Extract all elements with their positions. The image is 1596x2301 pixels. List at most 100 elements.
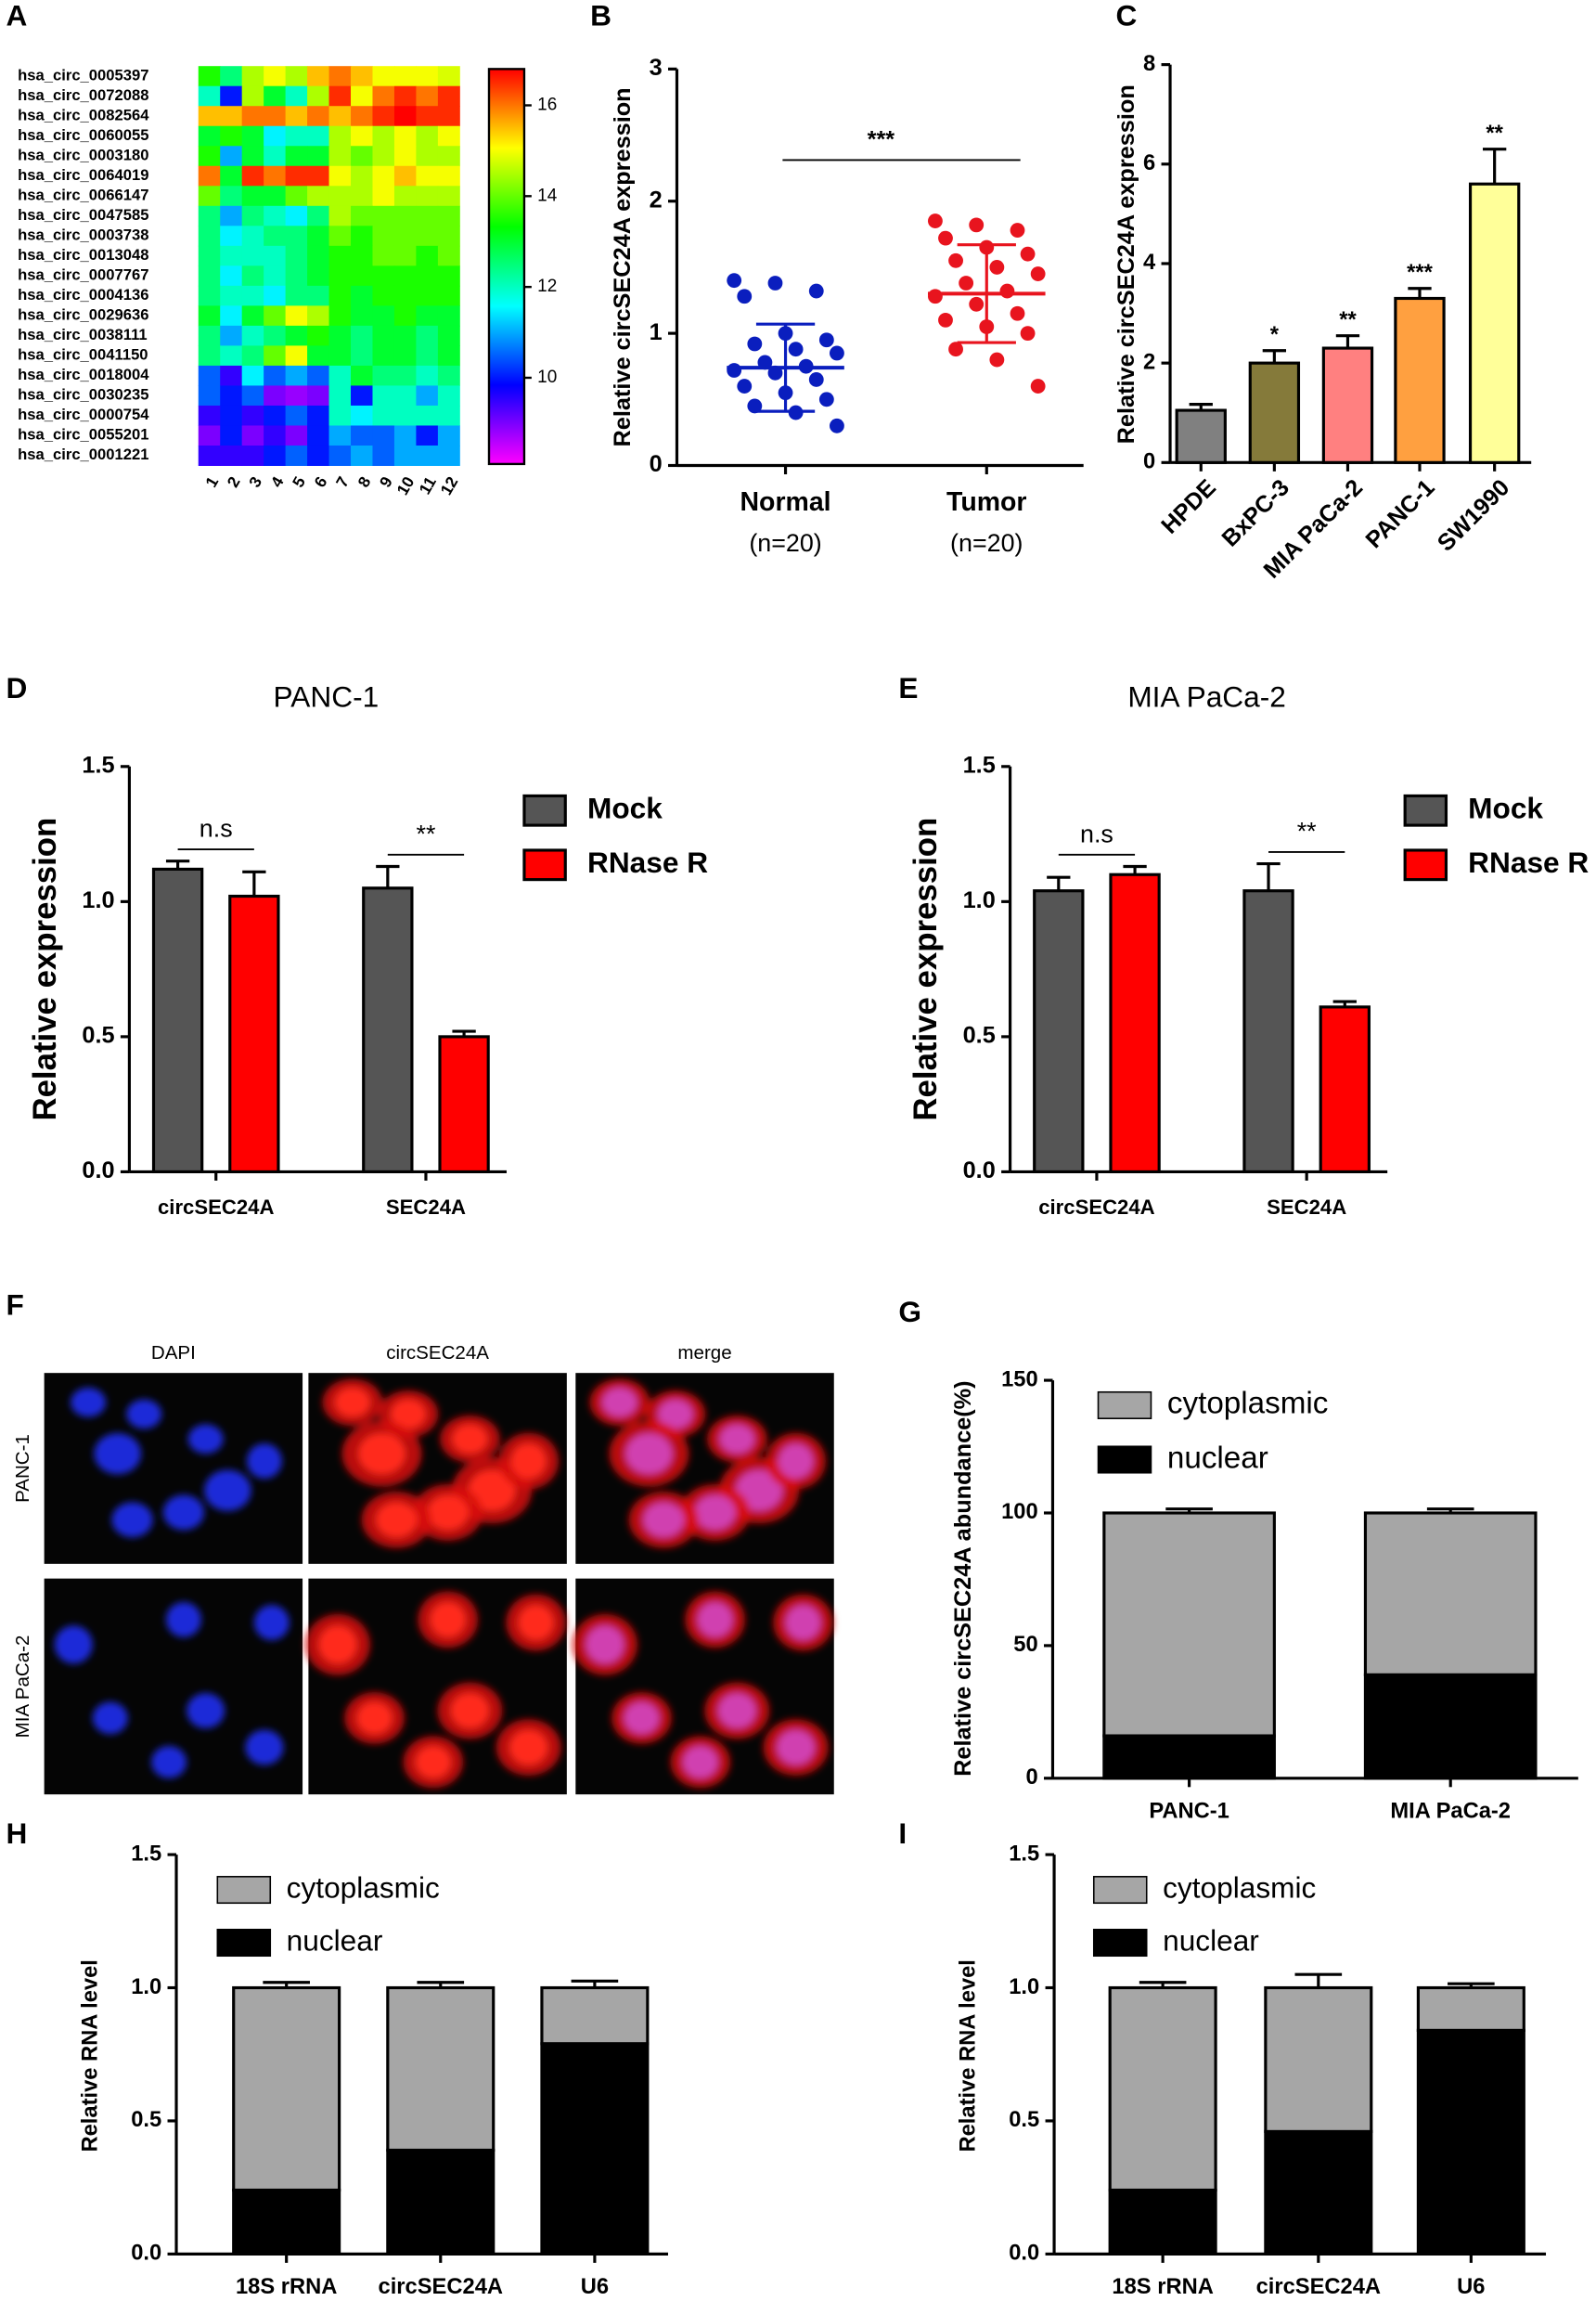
heatmap-cell <box>307 146 330 167</box>
heatmap-cell <box>198 245 221 266</box>
heatmap-cell <box>264 405 287 426</box>
bar <box>1248 361 1301 464</box>
heatmap-cell <box>437 186 460 207</box>
nucleus <box>126 1399 162 1429</box>
error-bar <box>1332 1000 1357 1007</box>
bar-segment <box>1102 1511 1276 1738</box>
row-label: hsa_circ_0038111 <box>18 326 147 343</box>
heatmap-cell <box>307 445 330 466</box>
bar <box>228 894 280 1174</box>
error-bar <box>1448 1982 1495 1988</box>
panel-letter: A <box>6 0 28 32</box>
heatmap-cell <box>220 245 243 266</box>
error-bar <box>165 860 190 870</box>
y-tick-label: 4 <box>1143 251 1156 275</box>
error-bar <box>571 1979 619 1988</box>
y-tick-label: 1.0 <box>1009 1975 1039 1999</box>
heatmap-cell <box>198 305 221 327</box>
heatmap-cell <box>264 325 287 346</box>
nucleus <box>415 1746 451 1778</box>
bar <box>1394 296 1446 464</box>
heatmap-cell <box>328 85 352 107</box>
data-point <box>818 392 834 407</box>
nucleus <box>187 1693 225 1729</box>
x-tick-label: 18S rRNA <box>236 2275 337 2299</box>
micrograph <box>308 1373 567 1564</box>
y-tick-label: 0.5 <box>131 2108 161 2132</box>
error-bar <box>242 870 266 897</box>
heatmap-cell <box>241 245 264 266</box>
heatmap-cell <box>220 365 243 386</box>
nucleus <box>657 1399 693 1429</box>
heatmap-cell <box>220 305 243 327</box>
heatmap-cell <box>437 325 460 346</box>
bar <box>1109 873 1161 1174</box>
panel-letter: G <box>898 1295 921 1328</box>
heatmap-cell <box>328 285 352 306</box>
data-point <box>1020 326 1036 342</box>
heatmap-cell <box>220 405 243 426</box>
heatmap-cell <box>198 205 221 226</box>
row-label: hsa_circ_0041150 <box>18 346 148 364</box>
heatmap-cell <box>307 106 330 127</box>
data-point <box>928 213 943 229</box>
heatmap-cell <box>393 265 417 287</box>
heatmap-cell <box>307 365 330 386</box>
heatmap-cell <box>351 245 373 266</box>
heatmap-cell <box>372 165 395 187</box>
data-point <box>737 379 753 394</box>
nucleus <box>509 1729 548 1765</box>
heatmap-cell <box>307 165 330 187</box>
panel-letter: H <box>6 1816 28 1850</box>
heatmap-cell <box>437 345 460 367</box>
heatmap-cell <box>198 85 221 107</box>
row-label: hsa_circ_0030235 <box>18 386 148 404</box>
y-tick-label: 3 <box>650 55 663 81</box>
data-point <box>727 363 742 378</box>
heatmap-cell <box>307 186 330 207</box>
panel-letter: E <box>898 671 918 705</box>
error-bar <box>1256 862 1281 891</box>
y-tick-label: 0 <box>650 451 663 477</box>
nucleus <box>358 1433 405 1475</box>
heatmap-cell <box>264 385 287 407</box>
heatmap-cell <box>351 106 373 127</box>
nucleus <box>356 1701 393 1735</box>
row-label: hsa_circ_0001221 <box>18 446 148 463</box>
x-tick-label: HPDE <box>1156 474 1221 539</box>
row-label: hsa_circ_0064019 <box>18 166 148 184</box>
heatmap-cell <box>264 305 287 327</box>
heatmap-cell <box>416 165 439 187</box>
heatmap-cell <box>416 445 439 466</box>
error-bar <box>1483 148 1507 185</box>
nucleus <box>735 1469 783 1511</box>
heatmap-cell <box>264 345 287 367</box>
heatmap-cell <box>241 405 264 426</box>
nucleus <box>778 1443 814 1480</box>
data-point <box>938 230 953 246</box>
data-point <box>928 289 943 304</box>
heatmap-cell <box>198 66 221 87</box>
heatmap-cell <box>285 106 308 127</box>
heatmap-cell <box>393 305 417 327</box>
heatmap-cell <box>416 66 439 87</box>
heatmap-cell <box>198 106 221 127</box>
heatmap-cell <box>372 425 395 446</box>
heatmap-cell <box>285 245 308 266</box>
heatmap-cell <box>416 85 439 107</box>
heatmap-cell <box>328 106 352 127</box>
legend-label: Mock <box>587 792 663 825</box>
heatmap-cell <box>307 265 330 287</box>
heatmap-cell <box>198 186 221 207</box>
bar-segment <box>1363 1673 1538 1780</box>
heatmap-cell <box>372 125 395 147</box>
heatmap-cell <box>241 106 264 127</box>
column-label: 10 <box>393 473 418 498</box>
bar <box>1321 346 1374 464</box>
y-axis-label: Relative expression <box>907 818 944 1121</box>
heatmap-cell <box>372 265 395 287</box>
legend-swatch <box>1403 848 1448 882</box>
heatmap-cell <box>351 85 373 107</box>
row-label: hsa_circ_0047585 <box>18 206 148 224</box>
